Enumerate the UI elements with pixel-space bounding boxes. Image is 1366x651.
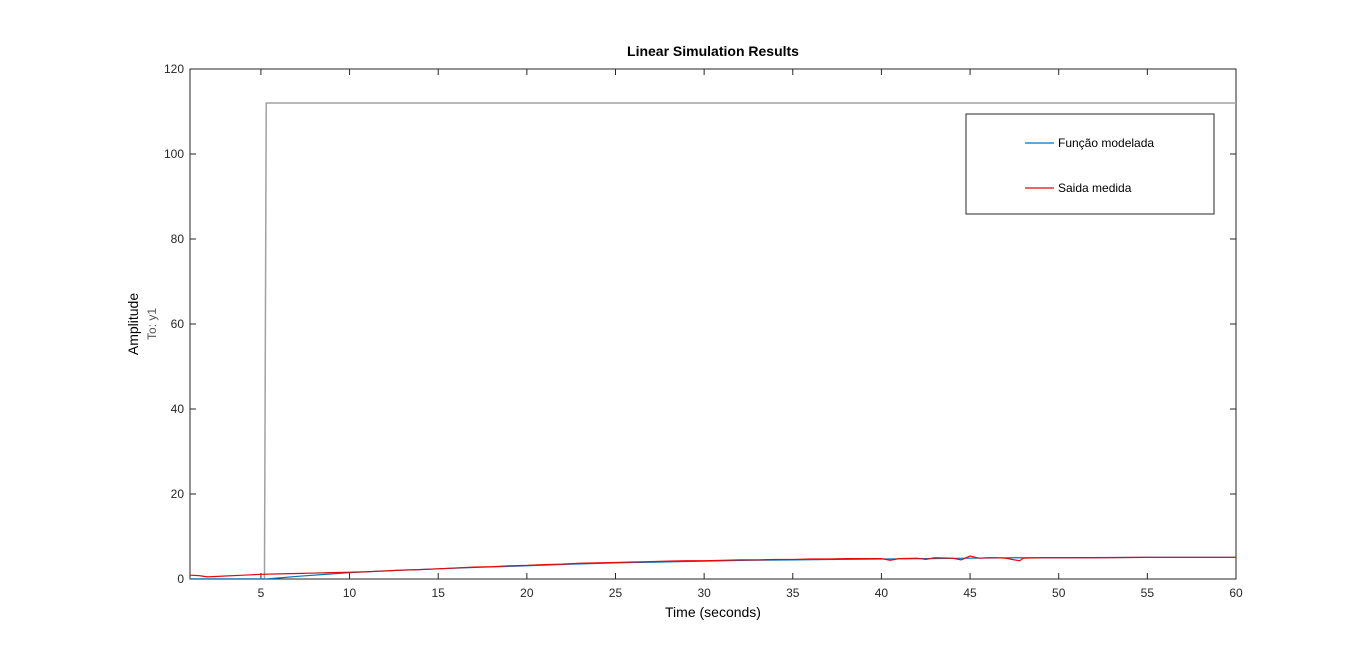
y-tick-label: 20 <box>171 487 185 501</box>
x-axis-label: Time (seconds) <box>665 604 761 620</box>
x-tick-label: 60 <box>1229 586 1243 600</box>
x-tick-label: 40 <box>875 586 889 600</box>
legend-label: Saida medida <box>1058 181 1132 195</box>
x-tick-label: 50 <box>1052 586 1066 600</box>
x-tick-label: 5 <box>258 586 265 600</box>
y-axis-label: Amplitude <box>125 293 141 355</box>
y-tick-label: 40 <box>171 402 185 416</box>
y-tick-label: 120 <box>164 62 184 76</box>
y-tick-label: 100 <box>164 147 184 161</box>
legend-label: Função modelada <box>1058 136 1154 150</box>
x-tick-label: 10 <box>343 586 357 600</box>
chart-title: Linear Simulation Results <box>627 43 799 59</box>
x-tick-label: 45 <box>963 586 977 600</box>
x-tick-label: 20 <box>520 586 534 600</box>
x-tick-label: 55 <box>1141 586 1155 600</box>
y-tick-label: 60 <box>171 317 185 331</box>
series-line-saida-medida <box>190 555 1236 578</box>
x-tick-label: 15 <box>432 586 446 600</box>
x-tick-label: 30 <box>697 586 711 600</box>
x-tick-label: 25 <box>609 586 623 600</box>
x-tick-label: 35 <box>786 586 800 600</box>
y-tick-label: 80 <box>171 232 185 246</box>
legend-box <box>965 113 1215 215</box>
input-signal-line <box>190 102 1236 579</box>
legend: Função modelada Saida medida <box>965 113 1215 215</box>
y-axis-sublabel: To: y1 <box>145 308 159 340</box>
y-tick-label: 0 <box>177 572 184 586</box>
